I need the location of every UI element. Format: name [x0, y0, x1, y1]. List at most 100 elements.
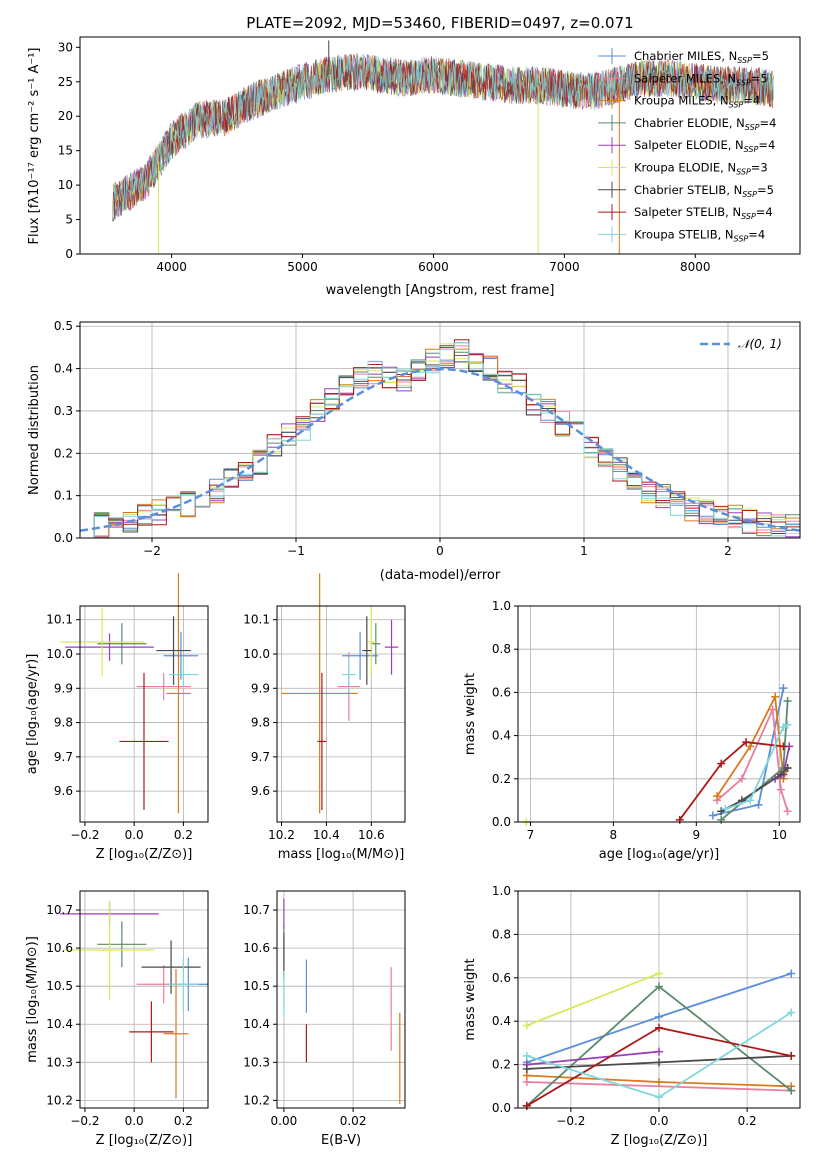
ytick-label: 10.7 [46, 903, 73, 917]
ytick-label: 0.2 [492, 772, 511, 786]
ytick-label: 0.0 [492, 1101, 511, 1115]
xtick-label: −0.2 [70, 828, 99, 842]
weight-line-7 [720, 767, 789, 812]
weight-marker-7 [522, 1064, 531, 1073]
histogram-legend-label: 𝒩(0, 1) [738, 337, 782, 351]
weight-marker-9 [721, 805, 730, 814]
ytick-label: 0.8 [492, 927, 511, 941]
xtick-label: 10.4 [313, 828, 340, 842]
ytick-label: 0.2 [492, 1058, 511, 1072]
legend-entry-5: Salpeter ELODIE, NSSP=4 [634, 138, 775, 154]
weight-marker-9 [779, 722, 788, 731]
legend-suffix: =5 [752, 49, 769, 63]
ytick-label: 1.0 [492, 884, 511, 898]
ytick-label: 9.9 [251, 681, 270, 695]
histogram-ytick-label: 0.1 [54, 489, 73, 503]
histogram-y-ticks: 0.0 0.1 0.2 0.3 0.4 0.5 [54, 319, 80, 545]
xtick-label: −0.2 [556, 1114, 585, 1128]
histogram-xtick-label: 2 [724, 544, 732, 558]
panel-xlabel: Z [log₁₀(Z/Z⊙)] [96, 1133, 193, 1148]
normal-curve [79, 367, 801, 532]
legend-label: Chabrier MILES, N [634, 49, 737, 63]
weight-marker-1 [787, 969, 796, 978]
residual-histogram-panel: −2 −1 0 1 2 0.0 0.1 0.2 0.3 0.4 0.5 (data-model)/… [27, 319, 801, 583]
weight-marker-7 [655, 1058, 663, 1067]
weight-marker-6 [522, 1021, 531, 1030]
ytick-label: 0.4 [492, 729, 511, 743]
weight-marker-1 [754, 800, 763, 809]
weight-line-2 [526, 1081, 792, 1092]
legend-entry-3: Kroupa MILES, NSSP=4 [634, 94, 760, 110]
ytick-label: 10.7 [243, 903, 270, 917]
weight-marker-9 [746, 796, 755, 805]
legend-entry-6: Kroupa ELODIE, NSSP=3 [634, 161, 768, 177]
weight-marker-8 [717, 759, 726, 768]
weight-marker-9 [787, 1008, 796, 1017]
xtick-label: 0.0 [125, 828, 144, 842]
legend-label: Kroupa STELIB, N [634, 227, 734, 241]
spectrum-title: PLATE=2092, MJD=53460, FIBERID=0497, z=0… [246, 14, 633, 32]
xtick-label: 0.02 [340, 1114, 367, 1128]
panel-ylabel: age [log₁₀(age/yr)] [25, 654, 40, 775]
weight-marker-7 [783, 764, 792, 772]
ytick-label: 0.6 [492, 685, 511, 699]
ytick-label: 10.4 [46, 1017, 73, 1031]
weight-line-6 [526, 972, 660, 1027]
xtick-label: 10.2 [268, 828, 295, 842]
legend-entry-2: Salpeter MILES, NSSP=5 [634, 71, 768, 87]
spectrum-xtick-label: 6000 [418, 260, 449, 274]
panel-ylabel: mass weight [463, 673, 478, 755]
histogram-ytick-label: 0.2 [54, 446, 73, 460]
xtick-label: 0.0 [125, 1114, 144, 1128]
legend-sub: SSP [744, 145, 759, 154]
legend-label: Kroupa MILES, N [634, 94, 729, 108]
weight-marker-3 [771, 692, 780, 701]
ytick-label: 9.7 [54, 750, 73, 764]
panel-frame [79, 605, 209, 823]
legend-entry-4: Chabrier ELODIE, NSSP=4 [634, 116, 776, 132]
weight-line-8 [678, 741, 784, 821]
spectrum-xtick-label: 7000 [549, 260, 580, 274]
ytick-label: 9.9 [54, 681, 73, 695]
xtick-label: 10.6 [358, 828, 385, 842]
weight-marker-8 [742, 738, 751, 747]
xtick-label: 7 [527, 828, 535, 842]
spectrum-xtick-label: 8000 [680, 260, 711, 274]
ytick-label: 9.7 [251, 750, 270, 764]
legend-entry-1: Chabrier MILES, NSSP=5 [634, 49, 769, 65]
weight-marker-8 [655, 1023, 663, 1032]
histogram-ylabel: Normed distribution [27, 365, 42, 495]
xtick-label: 0.2 [174, 1114, 193, 1128]
panel-frame [517, 605, 801, 823]
legend-label: Salpeter STELIB, N [634, 205, 741, 219]
xtick-label: 0.2 [738, 1114, 757, 1128]
histogram-series [80, 339, 800, 539]
weight-marker-5 [655, 1047, 663, 1056]
ytick-label: 9.8 [251, 716, 270, 730]
legend-sub: SSP [729, 101, 744, 110]
histogram-xtick-label: 0 [436, 544, 444, 558]
ytick-label: 10.6 [46, 941, 73, 955]
weight-marker-6 [655, 969, 663, 978]
panel-mass_vs_ebv: 0.00 0.02 10.2 10.3 10.4 10.5 10.6 10.7 E(B-V) [243, 890, 406, 1148]
xtick-label: −0.2 [70, 1114, 99, 1128]
xtick-label: 10 [772, 828, 787, 842]
spectrum-line-9 [112, 53, 774, 222]
ytick-label: 10.3 [46, 1055, 73, 1069]
panel-mass_vs_Z: −0.2 0.0 0.2 10.2 10.3 10.4 10.5 10.6 10.7 Z [log… [25, 890, 209, 1148]
weight-marker-7 [776, 770, 785, 779]
weight-marker-3 [713, 792, 722, 801]
legend-suffix: =5 [751, 71, 768, 85]
histogram-xtick-label: −2 [143, 544, 161, 558]
weight-marker-8 [787, 1051, 796, 1060]
legend-label: Chabrier STELIB, N [634, 183, 742, 197]
xtick-label: 8 [610, 828, 618, 842]
weight-marker-2 [776, 785, 785, 794]
spectrum-panel: PLATE=2092, MJD=53460, FIBERID=0497, z=0… [27, 14, 801, 298]
legend-label: Salpeter ELODIE, N [634, 138, 744, 152]
weight-marker-4 [655, 982, 663, 991]
xtick-label: 0.00 [271, 1114, 298, 1128]
weight-marker-4 [783, 697, 792, 706]
histogram-ytick-label: 0.5 [54, 319, 73, 333]
